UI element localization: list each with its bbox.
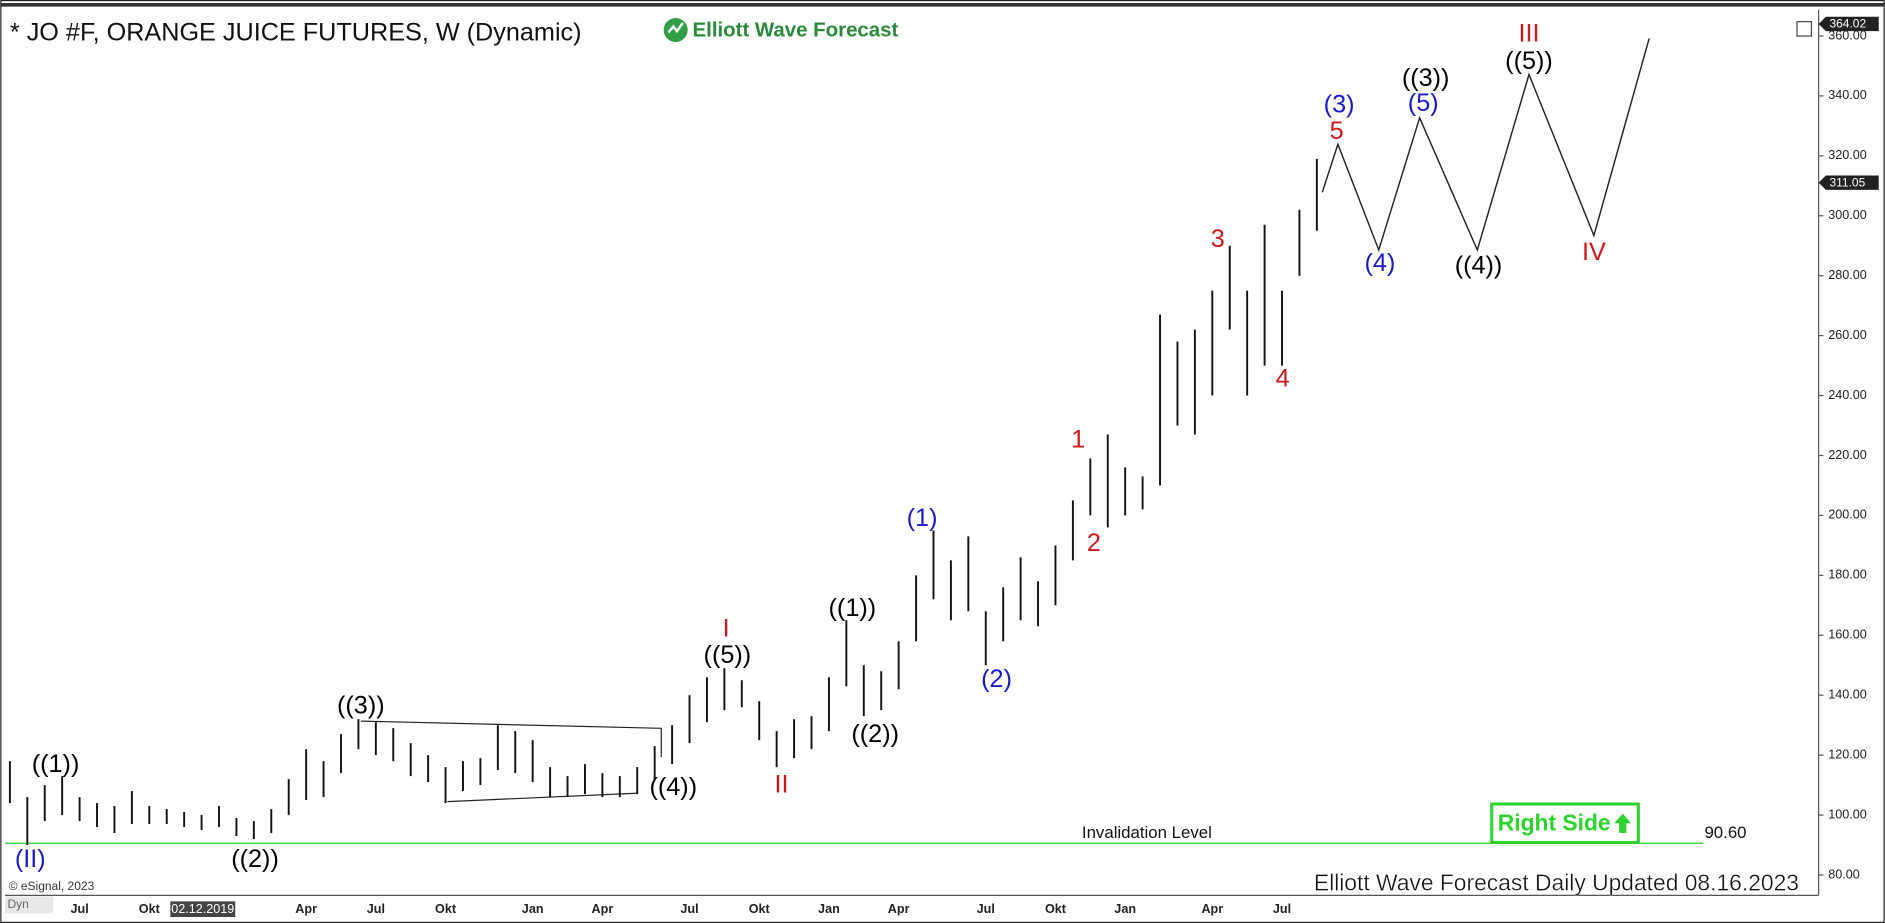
chart-title: * JO #F, ORANGE JUICE FUTURES, W (Dynami… xyxy=(10,18,582,46)
y-tick-label: 200.00 xyxy=(1828,508,1867,522)
wave-label: III xyxy=(1518,20,1539,48)
wave-label: 3 xyxy=(1211,225,1225,253)
footer: Elliott Wave Forecast Daily Updated 08.1… xyxy=(1314,870,1799,896)
mode-label[interactable]: Dyn xyxy=(7,897,28,911)
wave-label: 2 xyxy=(1087,529,1101,557)
y-tick-label: 360.00 xyxy=(1828,28,1867,42)
right-side-button[interactable]: Right Side xyxy=(1490,802,1640,844)
y-tick-label: 280.00 xyxy=(1828,268,1867,282)
mode-box[interactable] xyxy=(5,896,54,914)
wave-label: ((3)) xyxy=(337,691,385,719)
y-tick-label: 260.00 xyxy=(1828,328,1867,342)
invalidation-value: 90.60 xyxy=(1704,823,1746,842)
x-tick-label: 02.12.2019 xyxy=(171,902,234,916)
y-tick-label: 320.00 xyxy=(1828,148,1867,162)
wave-label: (2) xyxy=(981,665,1012,693)
y-tick-label: 100.00 xyxy=(1828,807,1867,821)
x-tick-label: Okt xyxy=(1045,902,1067,916)
x-tick-label: Jul xyxy=(977,902,995,916)
x-tick-label: Jul xyxy=(367,902,385,916)
wave-label: 4 xyxy=(1276,364,1290,392)
x-tick-label: Jul xyxy=(1273,902,1291,916)
x-tick-label: Okt xyxy=(139,902,161,916)
button-text[interactable]: Right Side xyxy=(1498,809,1611,835)
x-tick-label: Jan xyxy=(1114,902,1136,916)
x-tick-label: Okt xyxy=(749,902,771,916)
x-tick-label: Okt xyxy=(435,902,457,916)
last-price-tag-text: 311.05 xyxy=(1829,175,1865,189)
last-price-tag-box xyxy=(1818,175,1879,190)
y-tick-label: 80.00 xyxy=(1828,867,1860,881)
y-tick-label: 140.00 xyxy=(1828,688,1867,702)
y-tick-label: 160.00 xyxy=(1828,628,1867,642)
x-tick-label: Apr xyxy=(295,902,317,916)
wave-label: I xyxy=(723,614,730,642)
invalidation-text: Invalidation Level xyxy=(1082,823,1212,842)
x-tick-label: Jul xyxy=(680,902,698,916)
y-tick-label: 300.00 xyxy=(1828,208,1867,222)
projection-path xyxy=(1321,38,1650,253)
wave-label: ((2)) xyxy=(231,845,279,873)
wave-label: 1 xyxy=(1071,426,1085,454)
high-marker-tag-box xyxy=(1818,16,1879,32)
wave-label: (4) xyxy=(1365,249,1396,277)
window-icon[interactable] xyxy=(1796,21,1813,37)
y-tick-label: 180.00 xyxy=(1828,568,1867,582)
triangle-lower xyxy=(447,792,638,803)
wave-label: ((3)) xyxy=(1402,64,1450,92)
wave-label: (3) xyxy=(1324,90,1355,118)
x-tick-label: Jan xyxy=(522,902,544,916)
x-tick-label: Jan xyxy=(818,902,840,916)
wave-label: ((1)) xyxy=(829,594,877,622)
wave-label: ((2)) xyxy=(851,720,899,748)
wave-label: 5 xyxy=(1330,117,1344,145)
wave-label: (1) xyxy=(907,504,938,532)
wave-label: (5) xyxy=(1408,89,1439,117)
x-tick-label: Apr xyxy=(888,902,910,916)
x-cursor-box xyxy=(170,901,236,917)
y-tick-label: 220.00 xyxy=(1828,448,1867,462)
triangle-upper xyxy=(360,720,662,758)
button-box[interactable] xyxy=(1490,802,1640,844)
wave-label: IV xyxy=(1582,238,1606,266)
x-tick-label: Jul xyxy=(70,902,88,916)
x-tick-label: Apr xyxy=(592,902,614,916)
button-arrow xyxy=(1614,813,1632,833)
wave-label: II xyxy=(774,771,788,799)
high-marker-tag-text: 364.02 xyxy=(1829,17,1866,31)
y-tick-label: 240.00 xyxy=(1828,388,1867,402)
logo: Elliott Wave Forecast xyxy=(663,18,899,43)
y-tick-label: 120.00 xyxy=(1828,747,1867,761)
copyright: © eSignal, 2023 xyxy=(9,879,95,893)
wave-label: ((5)) xyxy=(704,641,752,669)
wave-label: ((4)) xyxy=(649,773,697,801)
wave-label: ((1)) xyxy=(32,750,80,778)
x-tick-label: Apr xyxy=(1201,902,1223,916)
y-tick-label: 340.00 xyxy=(1828,88,1867,102)
logo-wave xyxy=(667,22,684,34)
wave-label: ((5)) xyxy=(1505,47,1553,75)
logo-text: Elliott Wave Forecast xyxy=(693,20,899,42)
wave-label: (II) xyxy=(15,845,46,873)
wave-label: ((4)) xyxy=(1455,251,1503,279)
